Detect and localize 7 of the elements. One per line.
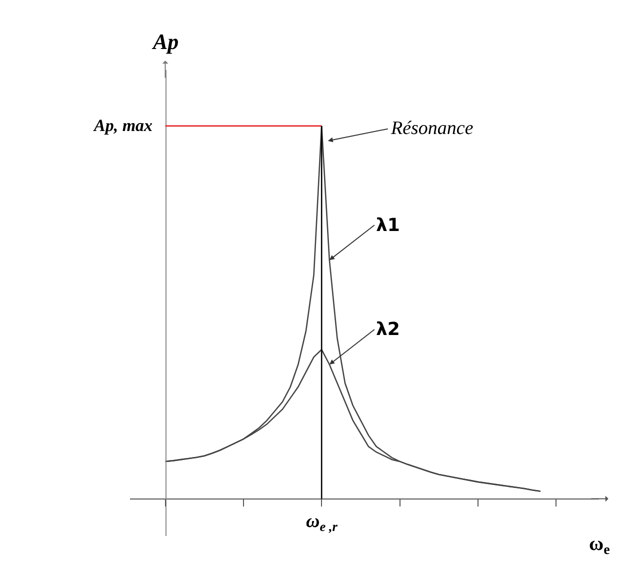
ref-line-label: Ap, max (93, 116, 154, 135)
x-axis-title: ω$_{e}$ (589, 533, 610, 558)
text: λ2 (376, 319, 400, 340)
y-axis-title: Ap (151, 29, 179, 54)
annotation: Résonance (390, 118, 474, 139)
text: λ1 (376, 215, 400, 236)
text: ω$_{e ,r}$ (306, 511, 338, 534)
